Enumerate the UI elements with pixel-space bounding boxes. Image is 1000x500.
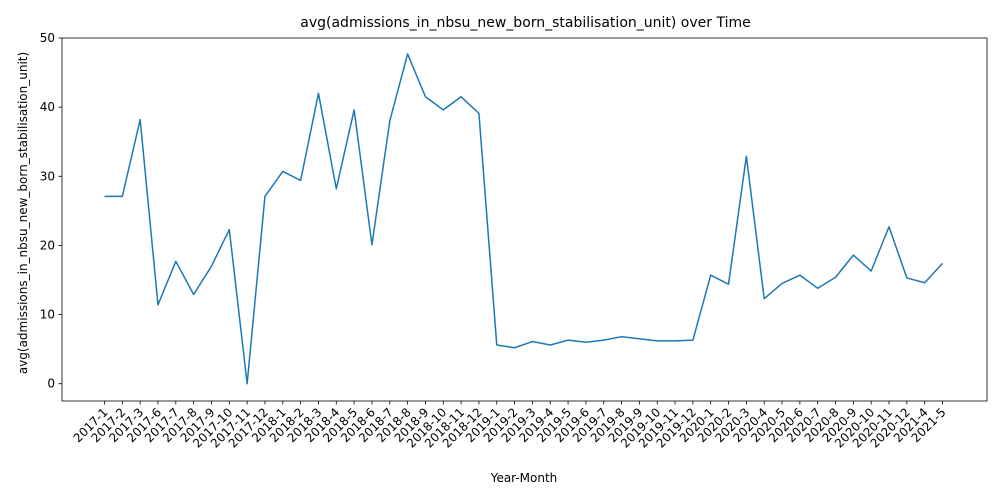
plot-frame xyxy=(61,37,988,402)
x-axis-label: Year-Month xyxy=(490,471,558,485)
series-line xyxy=(104,53,944,385)
y-axis-label: avg(admissions_in_nbsu_new_born_stabilis… xyxy=(16,52,30,374)
y-tick-label: 20 xyxy=(40,238,55,252)
y-tick-label: 10 xyxy=(40,308,55,322)
y-tick-label: 40 xyxy=(40,100,55,114)
y-tick-label: 30 xyxy=(40,169,55,183)
y-tick-label: 0 xyxy=(47,377,55,391)
y-tick-label: 50 xyxy=(40,31,55,45)
plot-area: 010203040502017-12017-22017-32017-62017-… xyxy=(40,31,988,451)
chart-title: avg(admissions_in_nbsu_new_born_stabilis… xyxy=(300,15,750,31)
